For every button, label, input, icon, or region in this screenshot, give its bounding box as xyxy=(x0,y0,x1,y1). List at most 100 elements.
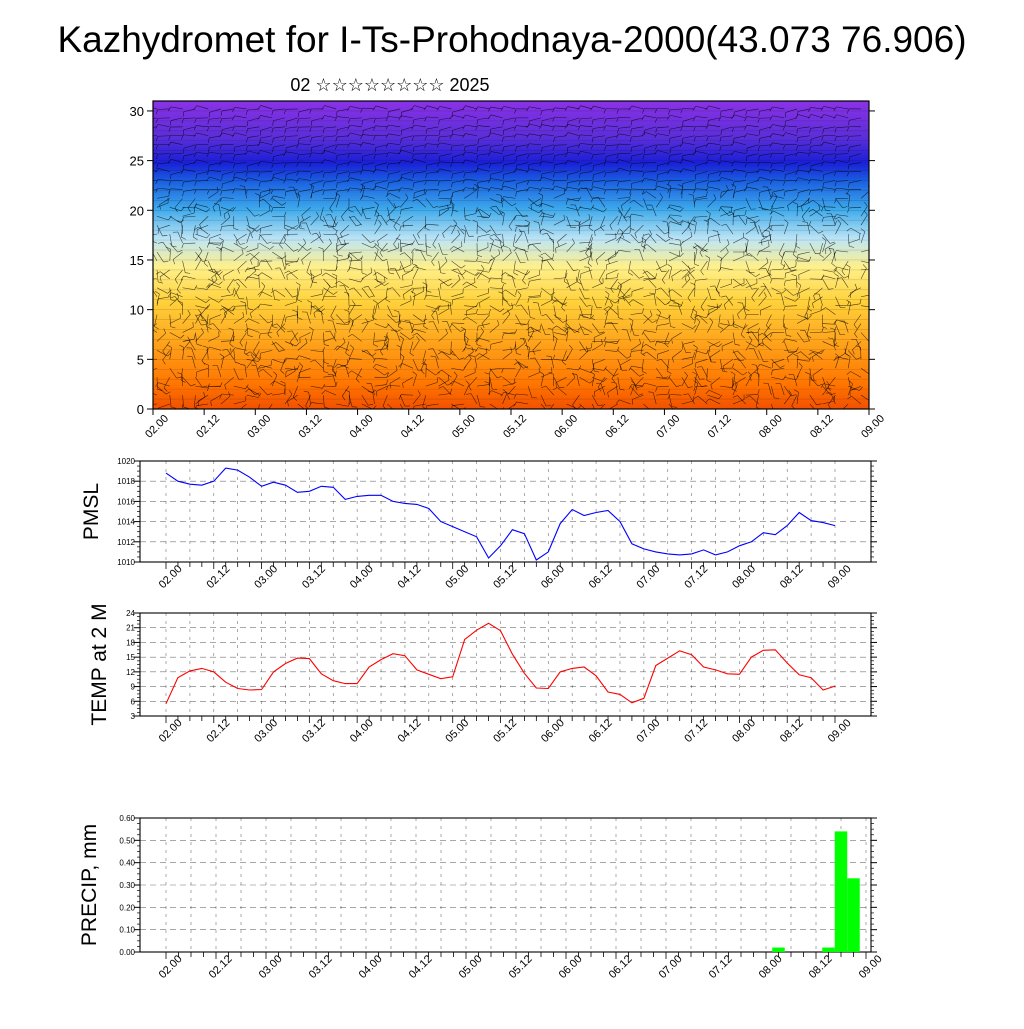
wind-barb-flag xyxy=(144,120,145,125)
precip-bar xyxy=(835,831,848,952)
x-tick-label: 04.12 xyxy=(407,953,435,981)
chart-title: Kazhydromet for I-Ts-Prohodnaya-2000(43.… xyxy=(57,19,966,60)
pmsl-line xyxy=(166,468,835,560)
y-tick-label: 0.40 xyxy=(119,859,135,868)
panel-frame xyxy=(140,613,871,716)
y-tick-label: 9 xyxy=(131,683,136,692)
wind-barb-flag xyxy=(873,264,874,269)
x-tick-label: 05.00 xyxy=(457,953,485,981)
profile-y-tick-label: 30 xyxy=(130,104,144,119)
x-tick-label: 03.00 xyxy=(257,953,285,981)
precip-bar xyxy=(847,878,860,952)
y-tick-label: 24 xyxy=(126,609,135,618)
wind-barb-flag xyxy=(142,168,145,172)
y-tick-label: 3 xyxy=(131,712,136,721)
profile-x-tick-label: 04.00 xyxy=(348,413,376,441)
wind-barb-flag xyxy=(549,411,554,413)
x-tick-label: 05.00 xyxy=(443,563,471,591)
wind-barb-flag xyxy=(871,372,875,375)
wind-barb-flag xyxy=(652,410,656,412)
wind-barb-flag xyxy=(144,165,145,170)
x-tick-label: 08.00 xyxy=(730,717,758,745)
profile-x-tick-label: 02.00 xyxy=(143,413,171,441)
y-tick-label: 0.20 xyxy=(119,903,135,912)
x-tick-label: 07.00 xyxy=(635,717,663,745)
wind-barb-flag xyxy=(143,181,145,186)
y-tick-label: 12 xyxy=(126,668,135,677)
profile-x-tick-label: 03.12 xyxy=(297,413,325,441)
y-axis-label: PMSL xyxy=(80,483,103,540)
x-tick-label: 07.12 xyxy=(682,717,710,745)
profile-y-tick-label: 5 xyxy=(137,352,144,367)
x-tick-label: 05.12 xyxy=(491,563,519,591)
y-tick-label: 18 xyxy=(126,638,135,647)
x-tick-label: 09.00 xyxy=(826,717,854,745)
x-tick-label: 02.12 xyxy=(204,563,232,591)
x-tick-label: 04.12 xyxy=(396,717,424,745)
x-tick-label: 09.00 xyxy=(826,563,854,591)
precip-bar xyxy=(772,948,785,952)
wind-barb-flag xyxy=(840,412,842,417)
chart-subtitle: 02 ☆☆☆☆☆☆☆☆ 2025 xyxy=(290,75,489,95)
profile-x-tick-label: 05.12 xyxy=(501,413,529,441)
x-tick-label: 07.00 xyxy=(657,953,685,981)
wind-barb-flag xyxy=(818,411,823,413)
wind-barb-flag xyxy=(873,303,875,307)
profile-x-tick-label: 03.00 xyxy=(245,413,273,441)
wind-barb-flag xyxy=(142,239,145,243)
x-tick-label: 03.12 xyxy=(300,563,328,591)
wind-barb-flag xyxy=(676,412,681,413)
y-tick-label: 1014 xyxy=(117,518,135,527)
precip-bar xyxy=(822,948,835,952)
wind-barb-flag xyxy=(871,399,875,402)
x-tick-label: 04.00 xyxy=(348,563,376,591)
x-tick-label: 06.12 xyxy=(587,563,615,591)
x-tick-label: 06.00 xyxy=(539,717,567,745)
y-axis-label: PRECIP, mm xyxy=(78,824,101,946)
y-tick-label: 1018 xyxy=(117,477,135,486)
profile-y-tick-label: 10 xyxy=(130,303,144,318)
x-tick-label: 07.12 xyxy=(707,953,735,981)
wind-barb-flag xyxy=(143,326,147,329)
wind-barb-flag xyxy=(143,135,145,139)
profile-y-tick-label: 15 xyxy=(130,253,144,268)
x-tick-label: 03.00 xyxy=(252,563,280,591)
x-tick-label: 08.00 xyxy=(730,563,758,591)
wind-barb-flag xyxy=(143,279,145,284)
wind-barb-flag xyxy=(143,144,145,149)
x-tick-label: 04.00 xyxy=(357,953,385,981)
x-tick-label: 03.00 xyxy=(252,717,280,745)
panel-frame xyxy=(140,461,871,562)
profile-y-tick-label: 0 xyxy=(137,402,144,417)
y-axis-label: TEMP at 2 M xyxy=(88,603,111,725)
x-tick-label: 06.12 xyxy=(607,953,635,981)
y-tick-label: 6 xyxy=(131,697,136,706)
y-tick-label: 1020 xyxy=(117,457,135,466)
x-tick-label: 02.00 xyxy=(157,717,185,745)
wind-barb-flag xyxy=(147,330,148,335)
wind-barb-flag xyxy=(597,413,599,418)
x-tick-label: 07.12 xyxy=(682,563,710,591)
y-tick-label: 0.00 xyxy=(119,948,135,957)
wind-barb-flag xyxy=(142,391,145,395)
x-tick-label: 06.00 xyxy=(539,563,567,591)
x-tick-label: 02.00 xyxy=(157,953,185,981)
x-tick-label: 06.12 xyxy=(587,717,615,745)
x-tick-label: 07.00 xyxy=(635,563,663,591)
x-tick-label: 08.00 xyxy=(757,953,785,981)
x-tick-label: 03.12 xyxy=(307,953,335,981)
profile-x-tick-label: 08.12 xyxy=(808,413,836,441)
wind-barb-flag xyxy=(589,409,593,411)
x-tick-label: 02.12 xyxy=(204,717,232,745)
profile-x-tick-label: 07.00 xyxy=(655,413,683,441)
wind-barb-flag xyxy=(607,410,608,415)
y-tick-label: 15 xyxy=(126,653,135,662)
y-tick-label: 0.10 xyxy=(119,926,135,935)
wind-barb-flag xyxy=(144,128,145,133)
wind-barb-flag xyxy=(146,287,151,288)
x-tick-label: 08.12 xyxy=(778,717,806,745)
x-tick-label: 03.12 xyxy=(300,717,328,745)
